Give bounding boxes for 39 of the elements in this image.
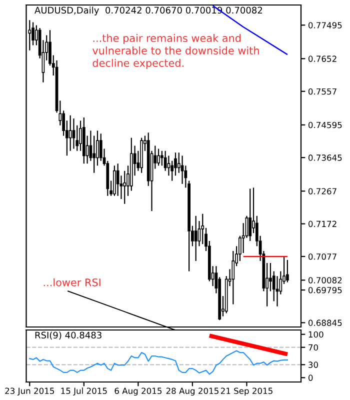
x-tick-label: 21 Sep 2015: [220, 388, 272, 396]
candlestick: [276, 276, 279, 307]
candlestick: [157, 148, 160, 166]
y-tick-label: 0.74595: [308, 122, 342, 128]
annotation: ...the pair remains weak and vulnerable to the downside with decline expected.: [92, 34, 259, 69]
y-tick-label: 0.68845: [308, 320, 342, 326]
y-tick-label: 70: [308, 344, 318, 351]
candlestick: [99, 133, 102, 162]
y-tick-label: 0.7652: [308, 56, 336, 62]
y-tick-label: 0.77495: [308, 22, 342, 28]
y-tick-label: 0.7077: [308, 253, 336, 260]
y-tick-label: 0: [308, 374, 313, 381]
x-tick-label: 6 Aug 2015: [114, 388, 162, 396]
y-tick-label: 30: [308, 362, 318, 368]
y-tick-label: 0.73645: [308, 154, 342, 161]
candlestick: [269, 262, 272, 292]
chart-title: RSI(9) 40.8483: [35, 332, 102, 340]
y-tick-label: 0.7267: [308, 188, 336, 194]
candlestick: [116, 163, 120, 196]
y-tick-label: 100: [308, 331, 324, 338]
candlestick: [92, 135, 96, 174]
y-tick-label: 0.69795: [308, 287, 342, 294]
line-series: [29, 350, 288, 375]
y-tick-label: 0.7172: [308, 220, 336, 228]
annotation: ...lower RSI: [44, 278, 100, 286]
candlestick: [248, 188, 252, 242]
candlestick: [113, 165, 116, 196]
y-tick-label: 0.7557: [308, 88, 336, 95]
candlestick: [164, 150, 167, 172]
candlestick: [68, 114, 72, 152]
x-tick-label: 15 Jul 2015: [61, 388, 107, 396]
x-tick-label: 23 Jun 2015: [5, 388, 54, 396]
candlestick: [286, 259, 289, 283]
candlestick: [232, 250, 235, 305]
candlestick: [194, 215, 198, 262]
candlestick: [123, 170, 126, 204]
candlestick: [180, 155, 184, 184]
y-tick-label: 0.70082: [308, 277, 342, 284]
x-tick-label: 28 Aug 2015: [166, 388, 218, 396]
